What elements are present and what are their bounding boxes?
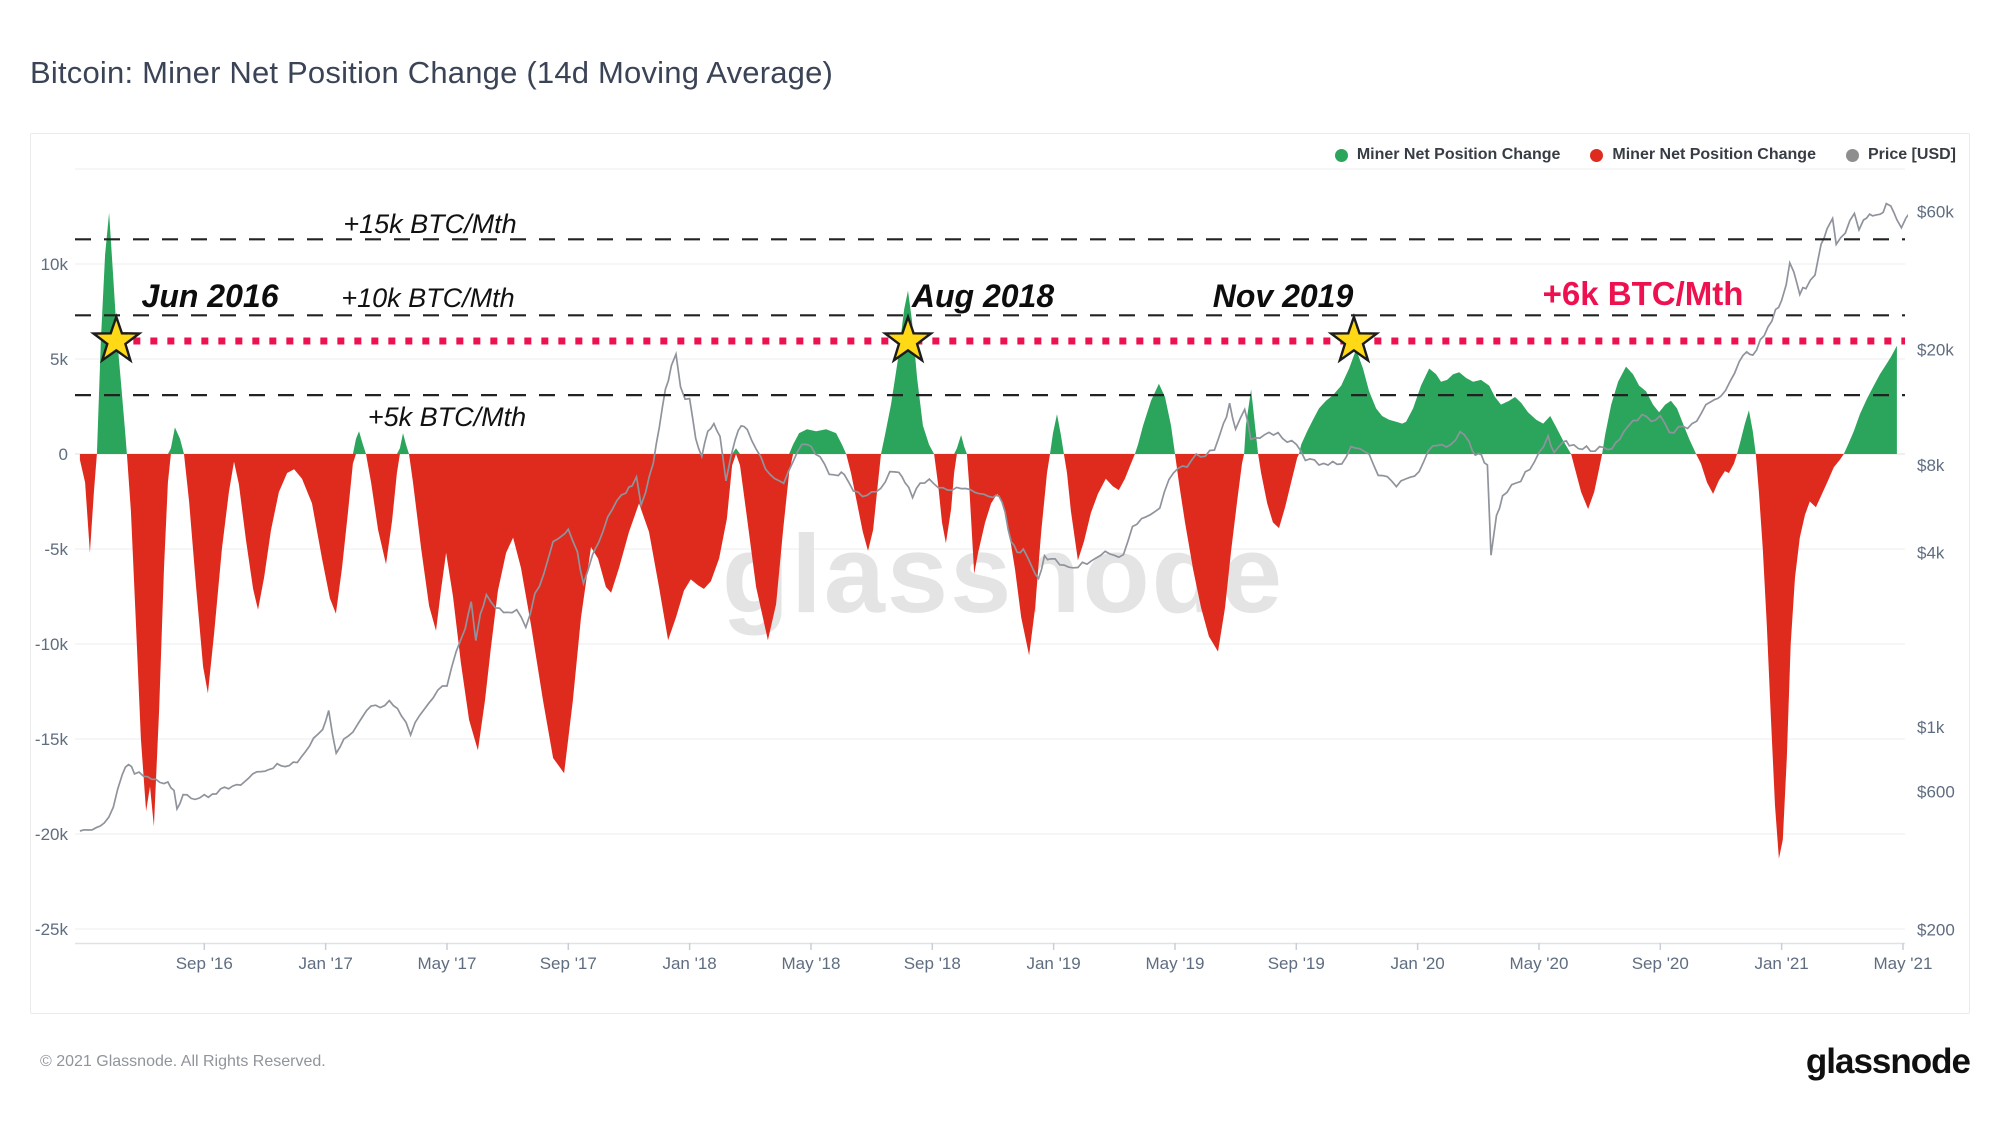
- reference-line-label: +10k BTC/Mth: [341, 283, 514, 313]
- legend-label: Miner Net Position Change: [1612, 146, 1816, 163]
- footer-copyright: © 2021 Glassnode. All Rights Reserved.: [40, 1053, 326, 1070]
- x-axis-label: Sep '19: [1268, 954, 1325, 973]
- page-title: Bitcoin: Miner Net Position Change (14d …: [30, 54, 834, 90]
- x-axis-label: Sep '16: [176, 954, 233, 973]
- reference-line-label: +15k BTC/Mth: [343, 209, 516, 239]
- y-axis-label-right: $1k: [1917, 718, 1945, 737]
- chart-legend: Miner Net Position Change Miner Net Posi…: [1334, 146, 1956, 164]
- event-star-icon: [1327, 313, 1381, 364]
- legend-label: Price [USD]: [1867, 146, 1956, 163]
- event-star-icon: [881, 313, 935, 364]
- y-axis-label-left: -10k: [35, 635, 69, 654]
- legend-item-miner-negative[interactable]: Miner Net Position Change: [1590, 146, 1816, 164]
- miner-bars-group: [79, 212, 1897, 859]
- y-axis-label-left: 0: [59, 445, 68, 464]
- legend-item-price[interactable]: Price [USD]: [1845, 146, 1956, 164]
- glassnode-logo: glassnode: [1805, 1042, 1971, 1081]
- x-axis-label: Jan '17: [298, 954, 352, 973]
- chart-card: [30, 133, 1970, 1014]
- x-axis-label: May '17: [417, 954, 476, 973]
- y-axis-label-right: $60k: [1917, 202, 1954, 221]
- y-axis-label-left: -5k: [44, 540, 68, 559]
- event-label: Aug 2018: [911, 278, 1054, 314]
- reference-line-label: +5k BTC/Mth: [368, 402, 526, 432]
- legend-item-miner-positive[interactable]: Miner Net Position Change: [1334, 146, 1561, 164]
- x-axis-label: Sep '17: [540, 954, 597, 973]
- red-dot-icon: [1590, 148, 1604, 162]
- event-star-icon: [89, 313, 143, 364]
- x-axis-label: Sep '20: [1632, 954, 1689, 973]
- event-label: Jun 2016: [142, 278, 279, 314]
- y-axis-label-right: $4k: [1917, 543, 1945, 562]
- y-axis-label-left: -15k: [35, 730, 69, 749]
- x-axis-label: Jan '21: [1754, 954, 1808, 973]
- green-dot-icon: [1334, 148, 1348, 162]
- y-axis-label-left: 10k: [41, 255, 69, 274]
- x-axis-label: Jan '20: [1390, 954, 1444, 973]
- y-axis-label-right: $200: [1917, 921, 1955, 940]
- y-axis-label-left: -25k: [35, 920, 69, 939]
- x-axis-label: May '20: [1509, 954, 1568, 973]
- x-axis-label: May '19: [1145, 954, 1204, 973]
- x-axis-label: Jan '19: [1026, 954, 1080, 973]
- x-axis-label: Sep '18: [904, 954, 961, 973]
- gray-dot-icon: [1845, 148, 1859, 162]
- y-axis-label-right: $600: [1917, 782, 1955, 801]
- target-line-label: +6k BTC/Mth: [1543, 275, 1744, 312]
- miner-positive-area: [79, 212, 1897, 454]
- price-line: [79, 202, 1908, 832]
- legend-label: Miner Net Position Change: [1356, 146, 1561, 163]
- y-axis-label-right: $8k: [1917, 456, 1945, 475]
- y-axis-label-left: -20k: [35, 825, 69, 844]
- event-label: Nov 2019: [1213, 278, 1354, 314]
- miner-negative-area: [79, 454, 1897, 859]
- x-axis-label: May '21: [1873, 954, 1932, 973]
- x-axis-label: May '18: [781, 954, 840, 973]
- x-axis-label: Jan '18: [662, 954, 716, 973]
- y-axis-label-left: 5k: [50, 350, 68, 369]
- y-axis-label-right: $20k: [1917, 341, 1954, 360]
